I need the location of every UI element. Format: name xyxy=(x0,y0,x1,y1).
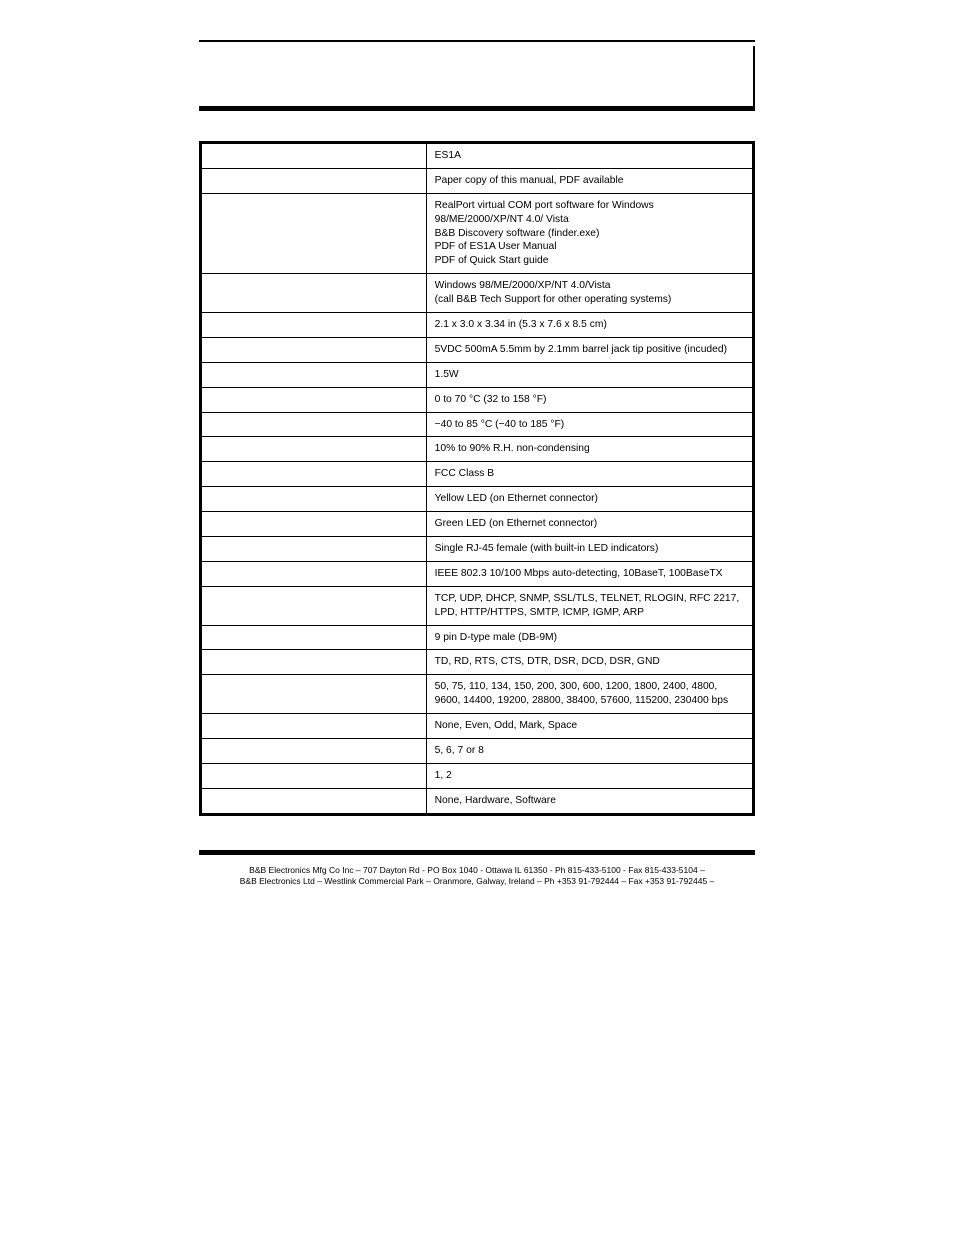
spec-value-cell: 1.5W xyxy=(426,362,753,387)
table-row: 5VDC 500mA 5.5mm by 2.1mm barrel jack ti… xyxy=(201,337,754,362)
spec-value-cell: Single RJ-45 female (with built-in LED i… xyxy=(426,537,753,562)
table-row: 2.1 x 3.0 x 3.34 in (5.3 x 7.6 x 8.5 cm) xyxy=(201,313,754,338)
spec-label-cell xyxy=(201,362,427,387)
table-row: 1.5W xyxy=(201,362,754,387)
spec-label-cell xyxy=(201,412,427,437)
spec-value-cell: Paper copy of this manual, PDF available xyxy=(426,168,753,193)
footer-top-rule xyxy=(199,850,755,855)
spec-label-cell xyxy=(201,650,427,675)
spec-label-cell xyxy=(201,313,427,338)
spec-label-cell xyxy=(201,763,427,788)
header-space xyxy=(199,46,755,106)
spec-label-cell xyxy=(201,387,427,412)
spec-value-cell: 5, 6, 7 or 8 xyxy=(426,739,753,764)
spec-label-cell xyxy=(201,462,427,487)
spec-value-cell: 10% to 90% R.H. non-condensing xyxy=(426,437,753,462)
spec-value-cell: −40 to 85 °C (−40 to 185 °F) xyxy=(426,412,753,437)
table-row: TCP, UDP, DHCP, SNMP, SSL/TLS, TELNET, R… xyxy=(201,586,754,625)
top-rule xyxy=(199,40,755,42)
spec-label-cell xyxy=(201,437,427,462)
spec-value-cell: ES1A xyxy=(426,143,753,169)
table-row: RealPort virtual COM port software for W… xyxy=(201,193,754,273)
table-row: TD, RD, RTS, CTS, DTR, DSR, DCD, DSR, GN… xyxy=(201,650,754,675)
table-row: 10% to 90% R.H. non-condensing xyxy=(201,437,754,462)
table-row: Windows 98/ME/2000/XP/NT 4.0/Vista(call … xyxy=(201,274,754,313)
footer: B&B Electronics Mfg Co Inc – 707 Dayton … xyxy=(199,865,755,888)
spec-value-cell: None, Even, Odd, Mark, Space xyxy=(426,714,753,739)
spec-label-cell xyxy=(201,625,427,650)
table-row: 5, 6, 7 or 8 xyxy=(201,739,754,764)
spec-value-cell: 9 pin D-type male (DB-9M) xyxy=(426,625,753,650)
spec-label-cell xyxy=(201,337,427,362)
table-row: 1, 2 xyxy=(201,763,754,788)
table-row: ES1A xyxy=(201,143,754,169)
table-row: −40 to 85 °C (−40 to 185 °F) xyxy=(201,412,754,437)
spec-label-cell xyxy=(201,193,427,273)
spec-value-cell: Yellow LED (on Ethernet connector) xyxy=(426,487,753,512)
spec-value-cell: None, Hardware, Software xyxy=(426,788,753,814)
spec-value-cell: TD, RD, RTS, CTS, DTR, DSR, DCD, DSR, GN… xyxy=(426,650,753,675)
spec-table: ES1APaper copy of this manual, PDF avail… xyxy=(199,141,755,816)
spec-table-body: ES1APaper copy of this manual, PDF avail… xyxy=(201,143,754,815)
table-row: 50, 75, 110, 134, 150, 200, 300, 600, 12… xyxy=(201,675,754,714)
content-wrap: ES1APaper copy of this manual, PDF avail… xyxy=(199,111,755,828)
table-row: None, Even, Odd, Mark, Space xyxy=(201,714,754,739)
table-row: Paper copy of this manual, PDF available xyxy=(201,168,754,193)
spec-label-cell xyxy=(201,537,427,562)
spec-value-cell: 0 to 70 °C (32 to 158 °F) xyxy=(426,387,753,412)
table-row: Single RJ-45 female (with built-in LED i… xyxy=(201,537,754,562)
footer-line-2: B&B Electronics Ltd – Westlink Commercia… xyxy=(199,876,755,887)
spec-label-cell xyxy=(201,739,427,764)
spec-label-cell xyxy=(201,168,427,193)
spec-label-cell xyxy=(201,714,427,739)
table-row: Yellow LED (on Ethernet connector) xyxy=(201,487,754,512)
spec-label-cell xyxy=(201,561,427,586)
spec-label-cell xyxy=(201,675,427,714)
spec-value-cell: 5VDC 500mA 5.5mm by 2.1mm barrel jack ti… xyxy=(426,337,753,362)
spec-label-cell xyxy=(201,512,427,537)
table-row: Green LED (on Ethernet connector) xyxy=(201,512,754,537)
table-row: 0 to 70 °C (32 to 158 °F) xyxy=(201,387,754,412)
spec-value-cell: IEEE 802.3 10/100 Mbps auto-detecting, 1… xyxy=(426,561,753,586)
spec-value-cell: 2.1 x 3.0 x 3.34 in (5.3 x 7.6 x 8.5 cm) xyxy=(426,313,753,338)
spec-value-cell: 1, 2 xyxy=(426,763,753,788)
footer-line-1: B&B Electronics Mfg Co Inc – 707 Dayton … xyxy=(199,865,755,876)
spec-value-cell: FCC Class B xyxy=(426,462,753,487)
spec-label-cell xyxy=(201,274,427,313)
spec-label-cell xyxy=(201,586,427,625)
table-row: None, Hardware, Software xyxy=(201,788,754,814)
table-row: IEEE 802.3 10/100 Mbps auto-detecting, 1… xyxy=(201,561,754,586)
table-row: 9 pin D-type male (DB-9M) xyxy=(201,625,754,650)
table-row: FCC Class B xyxy=(201,462,754,487)
spec-label-cell xyxy=(201,143,427,169)
spec-value-cell: TCP, UDP, DHCP, SNMP, SSL/TLS, TELNET, R… xyxy=(426,586,753,625)
spec-label-cell xyxy=(201,788,427,814)
spec-value-cell: Green LED (on Ethernet connector) xyxy=(426,512,753,537)
spec-value-cell: Windows 98/ME/2000/XP/NT 4.0/Vista(call … xyxy=(426,274,753,313)
spec-value-cell: 50, 75, 110, 134, 150, 200, 300, 600, 12… xyxy=(426,675,753,714)
page: ES1APaper copy of this manual, PDF avail… xyxy=(0,0,954,888)
spec-value-cell: RealPort virtual COM port software for W… xyxy=(426,193,753,273)
spec-label-cell xyxy=(201,487,427,512)
